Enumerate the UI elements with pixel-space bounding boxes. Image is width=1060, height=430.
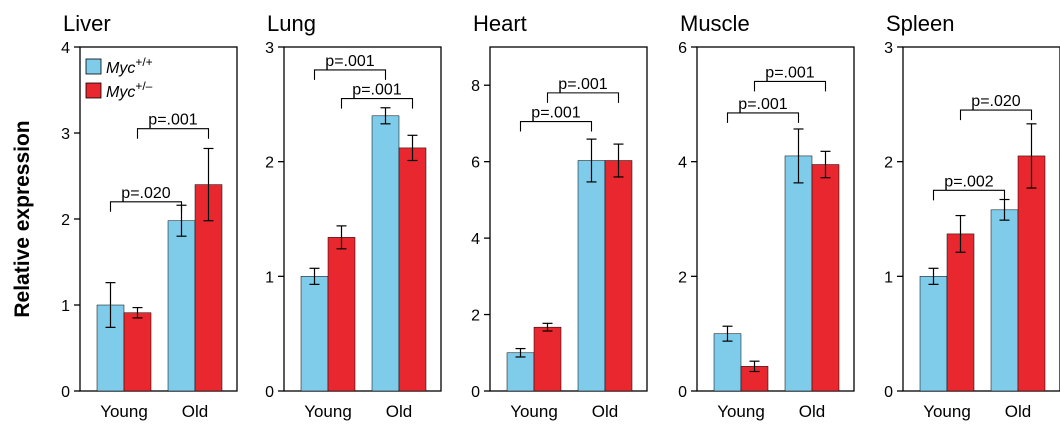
bar: [604, 160, 633, 392]
significance-bracket: [726, 112, 800, 123]
bar: [713, 333, 742, 392]
y-tick-label: 1: [265, 269, 274, 286]
panel-title: Muscle: [680, 11, 750, 36]
bar: [946, 233, 975, 392]
significance-bracket: [932, 189, 1006, 201]
y-tick-label: 2: [61, 212, 70, 229]
significance-bracket: [340, 98, 414, 109]
bar: [533, 326, 562, 392]
y-tick-label: 2: [884, 155, 893, 172]
x-tick-label: Young: [304, 402, 352, 421]
bar: [123, 312, 152, 392]
significance-bracket: [546, 92, 620, 103]
y-tick-label: 3: [884, 40, 893, 57]
p-value-label: p=.001: [148, 112, 197, 129]
x-tick-label: Young: [923, 402, 971, 421]
y-tick-label: 2: [471, 308, 480, 325]
y-tick-label: 0: [471, 384, 480, 401]
p-value-label: p=.001: [765, 64, 814, 81]
x-tick-label: Old: [386, 402, 412, 421]
p-value-label: p=.001: [558, 76, 607, 93]
y-tick-label: 4: [61, 40, 70, 57]
p-value-label: p=.002: [944, 173, 993, 190]
panel-title: Liver: [63, 11, 111, 36]
panel-heart: Heart 0 2 4 6 8 Young Old p=.001 p=.001: [471, 11, 648, 421]
p-value-label: p=.001: [531, 105, 580, 122]
y-tick-label: 4: [471, 231, 480, 248]
bar: [327, 237, 356, 392]
legend-label: Myc+/+: [106, 55, 153, 77]
bar: [811, 164, 840, 392]
p-value-label: p=.020: [121, 185, 170, 202]
bar: [919, 276, 948, 392]
significance-bracket: [109, 201, 183, 212]
bar: [506, 352, 535, 392]
y-tick-label: 4: [678, 155, 687, 172]
bar: [577, 160, 606, 392]
legend-swatch: [85, 82, 102, 99]
y-tick-label: 2: [678, 269, 687, 286]
y-tick-label: 1: [884, 269, 893, 286]
bar: [300, 276, 329, 392]
y-tick-label: 0: [884, 384, 893, 401]
y-tick-label: 0: [61, 384, 70, 401]
y-tick-label: 0: [265, 384, 274, 401]
significance-bracket: [753, 80, 827, 92]
legend-label: Myc+/–: [106, 79, 153, 101]
significance-bracket: [959, 109, 1033, 121]
panel-spleen: Spleen 0 1 2 3 Young Old p=.002 p=.020: [884, 11, 1060, 421]
y-tick-label: 3: [61, 126, 70, 143]
p-value-label: p=.001: [352, 82, 401, 99]
panel-lung: Lung 0 1 2 3 Young Old p=.001 p=.001: [265, 11, 442, 421]
chart-panels: Liver 0 1 2 3 4 Young Old p=.020 p=.001 Lung 0 1 2 3 Yo…: [61, 11, 1060, 421]
panel-title: Heart: [473, 11, 527, 36]
y-tick-label: 0: [678, 384, 687, 401]
panel-title: Lung: [267, 11, 316, 36]
panel-muscle: Muscle 0 2 4 6 Young Old p=.001 p=.001: [678, 11, 855, 421]
legend: Myc+/+Myc+/–: [85, 55, 153, 101]
p-value-label: p=.001: [738, 96, 787, 113]
significance-bracket: [519, 120, 593, 132]
panel-liver: Liver 0 1 2 3 4 Young Old p=.020 p=.001: [61, 11, 238, 421]
legend-swatch: [85, 58, 102, 75]
y-tick-label: 8: [471, 78, 480, 95]
plot-frame: [489, 46, 648, 392]
bar: [990, 209, 1019, 392]
bar: [371, 115, 400, 392]
p-value-label: p=.001: [325, 53, 374, 70]
x-tick-label: Old: [1005, 402, 1031, 421]
bar: [398, 147, 427, 392]
x-tick-label: Old: [592, 402, 618, 421]
y-axis-label: Relative expression: [11, 120, 34, 317]
y-tick-label: 3: [265, 40, 274, 57]
x-tick-label: Young: [717, 402, 765, 421]
bar: [1017, 155, 1046, 392]
panel-title: Spleen: [886, 11, 955, 36]
x-tick-label: Young: [510, 402, 558, 421]
plot-frame: [902, 46, 1060, 392]
significance-bracket: [136, 128, 210, 139]
y-tick-label: 6: [471, 155, 480, 172]
x-tick-label: Old: [799, 402, 825, 421]
y-tick-label: 1: [61, 298, 70, 315]
x-tick-label: Young: [100, 402, 148, 421]
significance-bracket: [313, 69, 387, 80]
plot-frame: [696, 46, 855, 392]
y-tick-label: 6: [678, 40, 687, 57]
x-tick-label: Old: [182, 402, 208, 421]
y-tick-label: 2: [265, 155, 274, 172]
bar: [784, 155, 813, 392]
bar: [167, 220, 196, 392]
plot-frame: [283, 46, 442, 392]
p-value-label: p=.020: [971, 93, 1020, 110]
bar: [194, 184, 223, 392]
